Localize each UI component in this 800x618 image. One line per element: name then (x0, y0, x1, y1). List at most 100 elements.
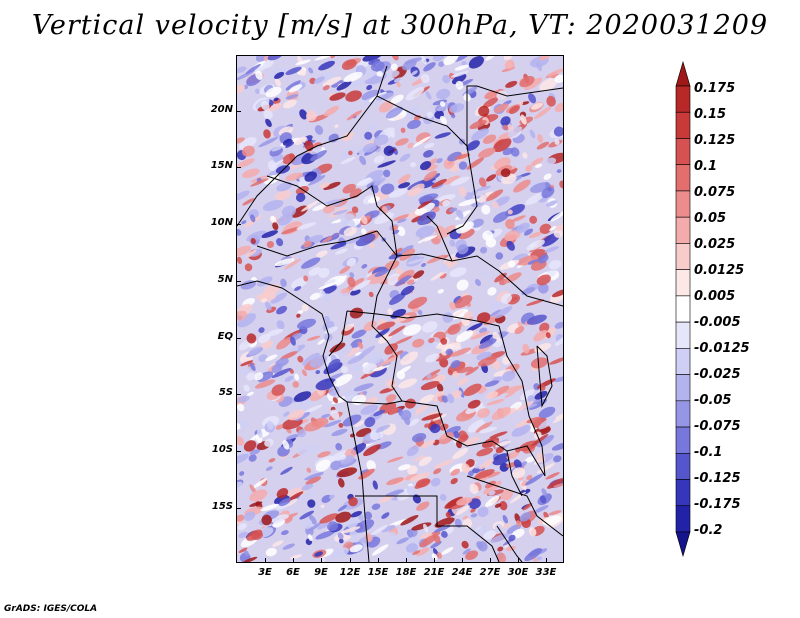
field-blob (263, 129, 271, 139)
field-blob (397, 245, 414, 256)
field-blob (364, 76, 382, 85)
field-blob (268, 458, 276, 463)
field-blob (423, 170, 438, 182)
field-blob (297, 355, 304, 363)
field-blob (355, 233, 376, 247)
field-blob (363, 444, 381, 457)
field-blob (329, 92, 346, 101)
field-blob (485, 391, 499, 399)
field-blob (331, 232, 340, 240)
field-blob (375, 327, 390, 339)
field-blob (470, 513, 478, 518)
field-blob (342, 183, 356, 194)
colorbar-label: -0.075 (694, 419, 741, 434)
field-blob (284, 375, 294, 382)
field-blob (297, 310, 304, 314)
field-blob (451, 390, 462, 399)
field-blob (551, 412, 563, 424)
field-blob (537, 134, 544, 143)
field-blob (529, 129, 536, 139)
field-blob (432, 396, 438, 403)
field-blob (248, 454, 257, 462)
field-blob (485, 237, 497, 248)
field-blob (242, 198, 255, 206)
field-blob (348, 219, 356, 228)
lon-label-24e: 24E (451, 567, 473, 578)
field-blob (328, 358, 341, 369)
field-blob (309, 515, 317, 525)
field-blob (457, 434, 469, 443)
field-blob (308, 175, 326, 186)
field-blob (462, 515, 469, 520)
field-blob (372, 480, 378, 490)
field-blob (439, 434, 448, 440)
field-blob (373, 177, 386, 186)
lon-label-12e: 12E (339, 567, 361, 578)
field-blob (438, 61, 445, 67)
field-blob (336, 467, 358, 478)
field-blob (383, 169, 391, 178)
field-blob (237, 190, 250, 201)
field-blob (328, 133, 339, 143)
field-blob (481, 204, 491, 215)
field-blob (415, 132, 431, 144)
field-blob (398, 464, 411, 471)
lon-label-3e: 3E (258, 567, 272, 578)
field-blob (421, 321, 438, 333)
field-blob (262, 59, 274, 69)
map-plot-area (236, 55, 564, 563)
field-blob (380, 355, 399, 366)
country-borders (237, 65, 563, 562)
credit-text: GrADS: IGES/COLA (4, 604, 98, 614)
field-blob (412, 338, 425, 348)
lon-tick (293, 558, 294, 563)
lat-tick (236, 224, 241, 225)
field-blob (420, 56, 427, 65)
field-blob (315, 530, 336, 540)
field-blob (249, 489, 268, 502)
field-blob (485, 495, 500, 507)
field-blob (370, 61, 385, 72)
field-blob (349, 544, 363, 553)
field-blob (500, 116, 511, 126)
field-blob (478, 338, 497, 349)
field-blob (417, 235, 438, 244)
field-blob (315, 370, 321, 375)
field-blob (424, 142, 435, 149)
lat-tick (236, 167, 241, 168)
field-blob (436, 383, 444, 392)
field-blob (425, 91, 432, 100)
field-blob (290, 277, 308, 289)
field-blob (260, 100, 270, 111)
field-blob (383, 260, 400, 272)
field-blob (301, 200, 320, 212)
field-blob (450, 176, 470, 186)
field-blob (237, 481, 243, 489)
field-blob (434, 225, 444, 234)
lon-tick (462, 558, 463, 563)
field-blob (510, 215, 526, 223)
field-blob (538, 282, 549, 294)
field-blob (554, 321, 563, 329)
field-blob (433, 468, 442, 475)
field-blob (422, 150, 434, 158)
field-blob (553, 376, 563, 383)
field-blob (418, 193, 439, 203)
field-blob (412, 550, 421, 555)
field-blob (508, 260, 516, 268)
field-blob (421, 262, 427, 268)
field-blob (442, 199, 451, 207)
field-blob (307, 534, 313, 542)
field-blob (237, 158, 255, 168)
field-blob (364, 131, 373, 140)
field-blob (516, 400, 534, 412)
field-blob (299, 68, 307, 76)
lon-tick (265, 558, 266, 563)
field-blob (516, 222, 530, 234)
field-blob (242, 556, 258, 562)
field-blob (285, 94, 299, 100)
field-blob (458, 186, 467, 197)
colorbar-label: -0.025 (694, 367, 741, 382)
field-blob (396, 218, 407, 223)
lon-tick (518, 558, 519, 563)
